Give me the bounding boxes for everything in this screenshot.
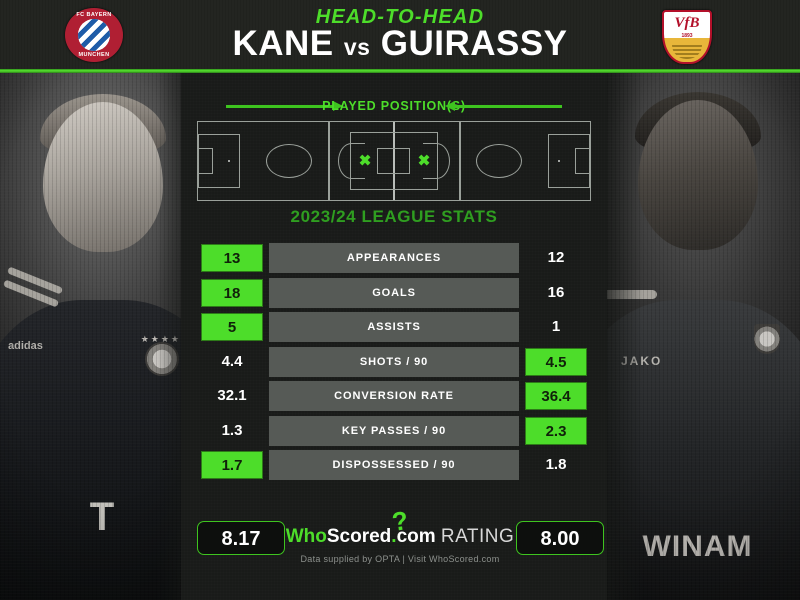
center-circle-left bbox=[266, 144, 312, 178]
center-circle-right bbox=[476, 144, 522, 178]
arc-left bbox=[338, 143, 365, 179]
stat-label: KEY PASSES / 90 bbox=[269, 415, 519, 446]
stat-value-right: 16 bbox=[547, 283, 565, 301]
bayern-crest-shape: FC BAYERN MUNCHEN bbox=[65, 8, 123, 62]
stat-row: 5 ASSISTS 1 bbox=[181, 310, 607, 345]
stat-label: SHOTS / 90 bbox=[269, 346, 519, 377]
data-attribution: Data supplied by OPTA | Visit WhoScored.… bbox=[300, 554, 500, 564]
rating-value-guirassy: 8.00 bbox=[516, 521, 604, 555]
position-marker-kane: ✖ bbox=[358, 152, 372, 170]
bayern-text-bottom: MUNCHEN bbox=[78, 52, 110, 58]
stat-value-left: 4.4 bbox=[221, 352, 243, 370]
stat-label: CONVERSION RATE bbox=[269, 381, 519, 411]
bayern-lozenge-pattern bbox=[78, 19, 110, 51]
brand-scored: Scored bbox=[326, 526, 392, 547]
stat-label: GOALS bbox=[269, 277, 519, 308]
player-photo-kane: ★★★★ adidas T bbox=[0, 72, 205, 600]
stat-label: APPEARANCES bbox=[269, 243, 519, 273]
stat-value-right: 1.8 bbox=[545, 456, 567, 473]
stat-row: 1.7 DISPOSSESSED / 90 1.8 bbox=[181, 448, 607, 483]
stat-value-left: 18 bbox=[201, 278, 263, 307]
played-positions-label: PLAYED POSITION(S) bbox=[322, 99, 466, 113]
arrow-left-icon bbox=[445, 101, 562, 111]
stat-value-left: 1.7 bbox=[201, 451, 263, 479]
stat-value-left: 1.3 bbox=[221, 421, 243, 439]
position-marker-guirassy: ✖ bbox=[417, 152, 431, 170]
stat-value-right: 12 bbox=[547, 249, 565, 266]
rating-value-kane: 8.17 bbox=[197, 521, 285, 555]
brand-rating-word: RATING bbox=[440, 526, 515, 547]
stats-list: 13 APPEARANCES 12 18 GOALS 16 5 ASSISTS 1 4.4 SHOT… bbox=[181, 241, 607, 483]
title-player-a: KANE bbox=[232, 24, 334, 63]
penalty-spot-left bbox=[228, 160, 230, 162]
vfb-antlers bbox=[672, 43, 702, 59]
played-positions-header: PLAYED POSITION(S) bbox=[181, 97, 607, 115]
brand-who: Who bbox=[285, 526, 327, 547]
vfb-year: 1893 bbox=[681, 33, 693, 39]
whoscored-branding: WhoScored.com RATING bbox=[0, 524, 800, 550]
arrow-right-icon bbox=[226, 101, 343, 111]
stat-row: 18 GOALS 16 bbox=[181, 276, 607, 311]
badge-vfb-stuttgart: VfB 1893 bbox=[652, 8, 718, 64]
attacking-six-yard bbox=[377, 148, 410, 174]
six-yard-box-right bbox=[575, 148, 590, 174]
pitch-line bbox=[459, 122, 461, 200]
season-title: 2023/24 LEAGUE STATS bbox=[290, 207, 498, 226]
brand-com: com bbox=[396, 526, 436, 547]
brand-dot: . bbox=[391, 526, 397, 547]
pitch-line bbox=[328, 122, 330, 200]
title-vs: vs bbox=[343, 34, 371, 60]
penalty-spot-right bbox=[558, 160, 560, 162]
stat-label: DISPOSSESSED / 90 bbox=[269, 450, 519, 480]
player-photo-guirassy: JAKO WINAM bbox=[595, 72, 800, 600]
header-divider bbox=[0, 69, 800, 73]
stat-row: 13 APPEARANCES 12 bbox=[181, 241, 607, 276]
title-player-b: GUIRASSY bbox=[380, 24, 568, 63]
pitch-halfway-line bbox=[393, 122, 395, 200]
head-to-head-kicker: HEAD-TO-HEAD bbox=[315, 6, 485, 28]
vfb-crest-shape: VfB 1893 bbox=[662, 10, 712, 64]
stat-row: 4.4 SHOTS / 90 4.5 bbox=[181, 345, 607, 380]
bayern-text-top: FC BAYERN bbox=[76, 12, 112, 18]
page-title: KANE vs GUIRASSY bbox=[0, 24, 800, 67]
stat-value-right: 36.4 bbox=[525, 382, 587, 410]
stat-value-left: 13 bbox=[201, 244, 263, 272]
stat-value-right: 2.3 bbox=[525, 416, 587, 445]
vfb-monogram: VfB bbox=[674, 15, 700, 31]
stat-value-left: 32.1 bbox=[217, 387, 247, 404]
badge-fc-bayern-munchen: FC BAYERN MUNCHEN bbox=[62, 8, 128, 62]
stat-row: 1.3 KEY PASSES / 90 2.3 bbox=[181, 414, 607, 449]
pitch-diagram: ✖ ✖ bbox=[197, 121, 591, 201]
stat-value-right: 4.5 bbox=[525, 347, 587, 376]
stats-panel: PLAYED POSITION(S) ✖ ✖ 2023/24 LEAGUE ST… bbox=[181, 73, 607, 600]
stat-label: ASSISTS bbox=[269, 312, 519, 342]
arc-right bbox=[423, 143, 450, 179]
stat-value-right: 1 bbox=[551, 318, 561, 335]
stat-row: 32.1 CONVERSION RATE 36.4 bbox=[181, 379, 607, 414]
stat-value-left: 5 bbox=[201, 313, 263, 341]
six-yard-box-left bbox=[198, 148, 213, 174]
